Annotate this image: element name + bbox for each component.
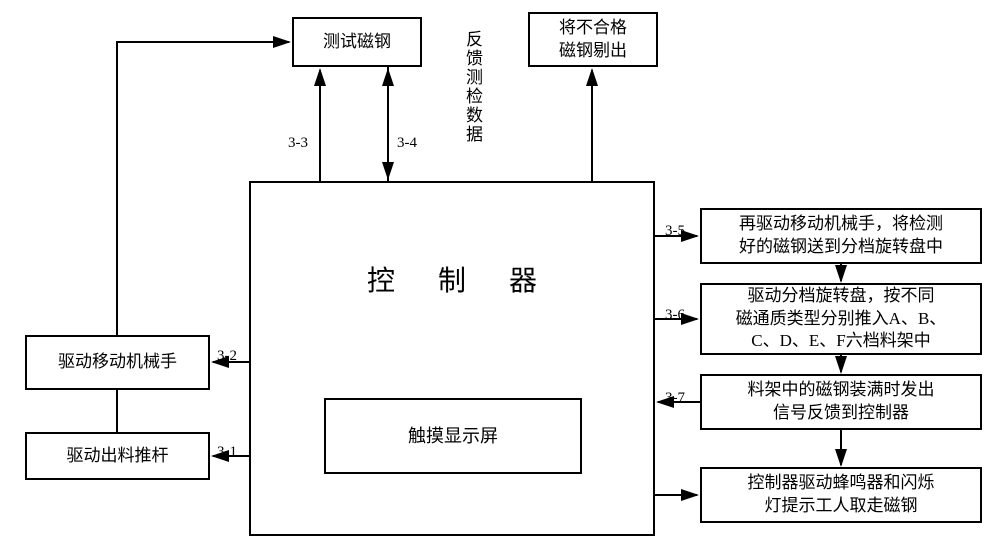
node-step6: 驱动分档旋转盘，按不同 磁通质类型分别推入A、B、 C、D、E、F六档料架中 <box>700 283 982 355</box>
node-label: 驱动出料推杆 <box>67 445 169 468</box>
edge-label-3-5: 3-5 <box>663 223 687 240</box>
edge-label-3-6: 3-6 <box>663 307 687 324</box>
node-label: 驱动分档旋转盘，按不同 磁通质类型分别推入A、B、 C、D、E、F六档料架中 <box>736 285 947 354</box>
edge-label-feedback: 反馈测检数据 <box>460 30 485 144</box>
node-label: 将不合格 磁钢剔出 <box>559 17 627 63</box>
node-step5: 再驱动移动机械手，将检测 好的磁钢送到分档旋转盘中 <box>700 208 982 264</box>
edge-label-3-2: 3-2 <box>215 348 239 365</box>
touchscreen-label: 触摸显示屏 <box>408 424 498 448</box>
node-label: 料架中的磁钢装满时发出 信号反馈到控制器 <box>748 379 935 425</box>
node-label: 驱动移动机械手 <box>58 351 177 374</box>
node-controller: 控 制 器 <box>249 181 655 536</box>
node-test-magnet: 测试磁钢 <box>292 17 422 67</box>
node-drive-robot: 驱动移动机械手 <box>25 335 210 390</box>
node-label: 测试磁钢 <box>323 31 391 54</box>
node-step8: 控制器驱动蜂鸣器和闪烁 灯提示工人取走磁钢 <box>700 467 982 523</box>
edge-label-3-1: 3-1 <box>215 444 239 461</box>
node-touchscreen: 触摸显示屏 <box>324 398 582 474</box>
controller-label: 控 制 器 <box>349 263 555 301</box>
edge-label-3-3: 3-3 <box>286 135 310 152</box>
edge-label-3-4: 3-4 <box>395 135 419 152</box>
edge-label-3-7: 3-7 <box>663 390 687 407</box>
node-step7: 料架中的磁钢装满时发出 信号反馈到控制器 <box>700 374 982 430</box>
node-reject-magnet: 将不合格 磁钢剔出 <box>528 12 658 67</box>
node-label: 再驱动移动机械手，将检测 好的磁钢送到分档旋转盘中 <box>739 213 943 259</box>
node-drive-pusher: 驱动出料推杆 <box>25 432 210 480</box>
node-label: 控制器驱动蜂鸣器和闪烁 灯提示工人取走磁钢 <box>748 472 935 518</box>
